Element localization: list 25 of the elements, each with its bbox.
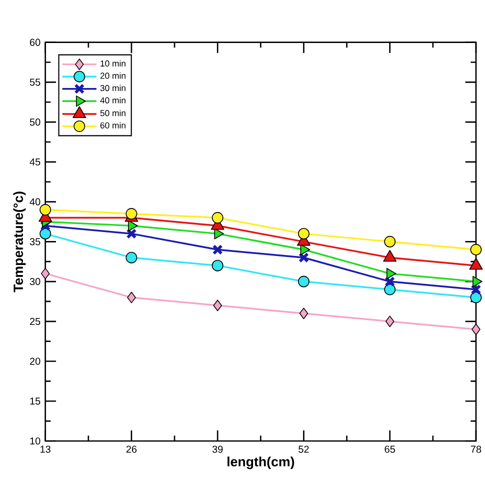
legend-label: 10 min (100, 60, 126, 67)
legend-label: 60 min (100, 122, 126, 128)
y-axis-title: Temperature(°c) (13, 192, 26, 292)
y-tick-label: 25 (30, 318, 40, 325)
x-tick-label: 13 (40, 446, 50, 453)
y-tick-label: 55 (30, 78, 40, 86)
x-tick-label: 78 (470, 446, 482, 453)
y-tick-label: 45 (30, 158, 40, 166)
y-tick-label: 35 (30, 238, 40, 246)
y-tick-label: 30 (30, 278, 40, 286)
legend-label: 20 min (100, 72, 126, 79)
y-tick-label: 50 (30, 118, 40, 126)
y-tick-label: 20 (30, 358, 40, 365)
legend-label: 40 min (100, 97, 126, 104)
y-tick-label: 15 (30, 398, 40, 405)
x-tick-label: 52 (298, 446, 309, 453)
x-axis-title: length(cm) (228, 456, 294, 470)
x-tick-label: 39 (212, 446, 223, 453)
x-tick-label: 65 (384, 446, 395, 453)
y-tick-label: 40 (30, 198, 40, 206)
y-tick-label: 10 (30, 437, 40, 445)
legend-label: 50 min (100, 110, 126, 116)
legend-label: 30 min (100, 84, 126, 92)
x-tick-label: 26 (126, 446, 137, 453)
y-tick-label: 60 (30, 38, 40, 46)
